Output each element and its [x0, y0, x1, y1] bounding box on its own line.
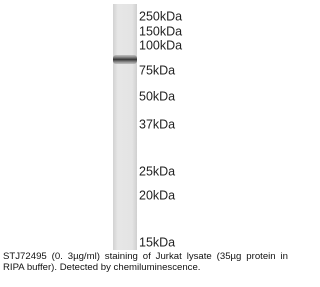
- protein-band: [113, 55, 137, 64]
- page: 250kDa 150kDa 100kDa 75kDa 50kDa 37kDa 2…: [0, 0, 291, 287]
- gel-lane: [113, 4, 137, 250]
- caption: STJ72495 (0. 3µg/ml) staining of Jurkat …: [3, 252, 288, 273]
- blot-figure: 250kDa 150kDa 100kDa 75kDa 50kDa 37kDa 2…: [0, 0, 291, 250]
- marker-label: 37kDa: [139, 117, 175, 131]
- marker-label: 50kDa: [139, 89, 175, 103]
- marker-label: 75kDa: [139, 63, 175, 77]
- marker-label: 250kDa: [139, 9, 182, 23]
- marker-label: 100kDa: [139, 38, 182, 52]
- marker-label: 150kDa: [139, 24, 182, 38]
- marker-label: 15kDa: [139, 235, 175, 249]
- marker-label: 25kDa: [139, 164, 175, 178]
- marker-label: 20kDa: [139, 188, 175, 202]
